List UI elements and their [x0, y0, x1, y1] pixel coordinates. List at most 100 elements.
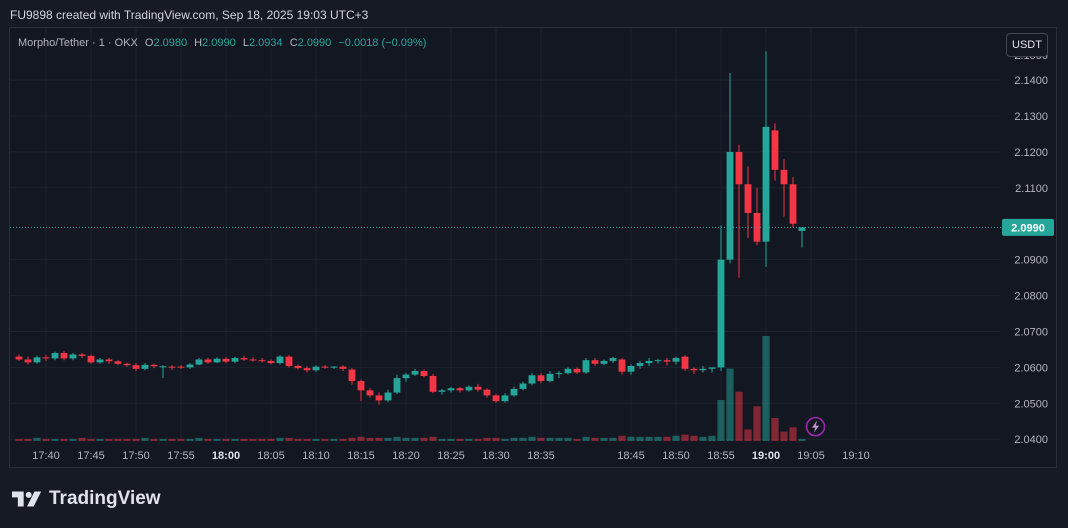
- price-axis[interactable]: 2.1400 2.1300 2.1200 2.1100 2.0900 2.0800 2.07…: [1014, 50, 1048, 446]
- candle-body: [582, 360, 590, 373]
- volume-bar: [717, 400, 725, 441]
- tradingview-logo-icon: [12, 491, 42, 507]
- candle-body: [744, 184, 752, 213]
- candle-body: [726, 151, 734, 260]
- candle-body: [267, 360, 275, 364]
- candle-body: [483, 389, 491, 396]
- volume-bar: [60, 438, 68, 441]
- brand-name: TradingView: [49, 488, 161, 509]
- candle-body: [240, 358, 248, 360]
- x-tick-label: 18:30: [482, 450, 510, 462]
- candle-body: [600, 360, 608, 364]
- volume-bar: [681, 434, 689, 441]
- last-price-label: 2.0990: [1002, 218, 1054, 236]
- y-tick-label: 2.0800: [1014, 291, 1048, 303]
- volume-bar: [609, 437, 617, 441]
- candle-body: [249, 359, 257, 361]
- candle-body: [78, 354, 86, 356]
- volume-bar: [87, 438, 95, 441]
- volume-bar: [492, 437, 500, 441]
- volume-bar: [735, 391, 743, 441]
- volume-bar: [411, 437, 419, 441]
- volume-bar: [780, 431, 788, 441]
- candle-body: [528, 375, 536, 384]
- x-tick-label: 18:55: [707, 450, 735, 462]
- candle-body: [618, 359, 626, 372]
- volume-bar: [510, 437, 518, 441]
- candle-body: [285, 356, 293, 366]
- tradingview-brand[interactable]: TradingView: [12, 488, 161, 510]
- volume-bar: [294, 438, 302, 441]
- volume-bar: [186, 438, 194, 441]
- x-tick-label: 18:00: [212, 450, 240, 462]
- x-tick-label: 19:00: [752, 450, 780, 462]
- candle-body: [51, 353, 59, 359]
- x-tick-label: 18:45: [617, 450, 645, 462]
- volume-bar: [177, 438, 185, 441]
- volume-bar: [690, 435, 698, 441]
- close-label: C: [289, 37, 298, 49]
- volume-bar: [159, 438, 167, 441]
- close-value: 2.0990: [297, 37, 332, 49]
- volume-bar: [285, 437, 293, 441]
- candle-body: [681, 356, 689, 369]
- volume-bar: [339, 438, 347, 441]
- candlestick-chart[interactable]: 2.1400 2.1300 2.1200 2.1100 2.0900 2.0800 2.07…: [10, 28, 1058, 469]
- volume-bar: [276, 437, 284, 441]
- volume-bar: [654, 436, 662, 441]
- candle-body: [555, 373, 563, 375]
- candle-body: [492, 395, 500, 402]
- candle-body: [150, 364, 158, 367]
- volume-bar: [168, 438, 176, 441]
- volume-bar: [456, 438, 464, 441]
- volume-bar: [645, 436, 653, 441]
- candle-body: [186, 364, 194, 368]
- candle-body: [717, 259, 725, 368]
- candle-body: [636, 363, 644, 366]
- volume-bar: [321, 438, 329, 441]
- y-tick-label: 2.1200: [1014, 147, 1048, 159]
- candle-body: [294, 365, 302, 369]
- volume-bar: [348, 437, 356, 441]
- x-tick-label: 19:10: [842, 450, 870, 462]
- candle-body: [276, 356, 284, 364]
- volume-bar: [195, 437, 203, 441]
- candle-body: [114, 361, 122, 364]
- grid-lines: [10, 28, 1000, 441]
- candle-body: [780, 169, 788, 185]
- chart-attribution: FU9898 created with TradingView.com, Sep…: [10, 8, 369, 22]
- lightning-icon[interactable]: [805, 416, 826, 437]
- candle-body: [690, 368, 698, 371]
- symbol-legend[interactable]: Morpho/Tether · 1 · OKX O2.0980 H2.0990 …: [18, 37, 426, 49]
- high-value: 2.0990: [202, 37, 236, 49]
- volume-bar: [474, 438, 482, 441]
- symbol-name[interactable]: Morpho/Tether · 1 · OKX: [18, 37, 138, 49]
- candle-body: [429, 376, 437, 392]
- volume-bar: [519, 437, 527, 441]
- candle-body: [69, 354, 77, 359]
- volume-bar: [564, 437, 572, 441]
- volume-bar: [123, 438, 131, 441]
- volume-bar: [600, 437, 608, 441]
- open-value: 2.0980: [153, 37, 188, 49]
- y-tick-label: 2.0600: [1014, 362, 1048, 374]
- volume-bar: [546, 437, 554, 441]
- time-axis[interactable]: 17:40 17:45 17:50 17:55 18:00 18:05 18:10 18:15…: [32, 450, 870, 462]
- candle-body: [42, 357, 50, 359]
- volume-bar: [798, 438, 806, 441]
- volume-bar: [447, 438, 455, 441]
- currency-button[interactable]: USDT: [1006, 33, 1048, 57]
- volume-bar: [51, 438, 59, 441]
- last-price-value: 2.0990: [1011, 222, 1045, 234]
- candle-body: [375, 395, 383, 401]
- chart-panel[interactable]: 2.1400 2.1300 2.1200 2.1100 2.0900 2.0800 2.07…: [9, 27, 1057, 468]
- volume-bar: [24, 438, 32, 441]
- volume-bar: [744, 429, 752, 441]
- y-tick-label: 2.0400: [1014, 434, 1048, 446]
- candle-body: [564, 368, 572, 374]
- candle-body: [609, 358, 617, 361]
- volume-bar: [699, 436, 707, 441]
- volume-bar: [627, 436, 635, 441]
- x-tick-label: 17:50: [122, 450, 150, 462]
- candle-body: [105, 359, 113, 362]
